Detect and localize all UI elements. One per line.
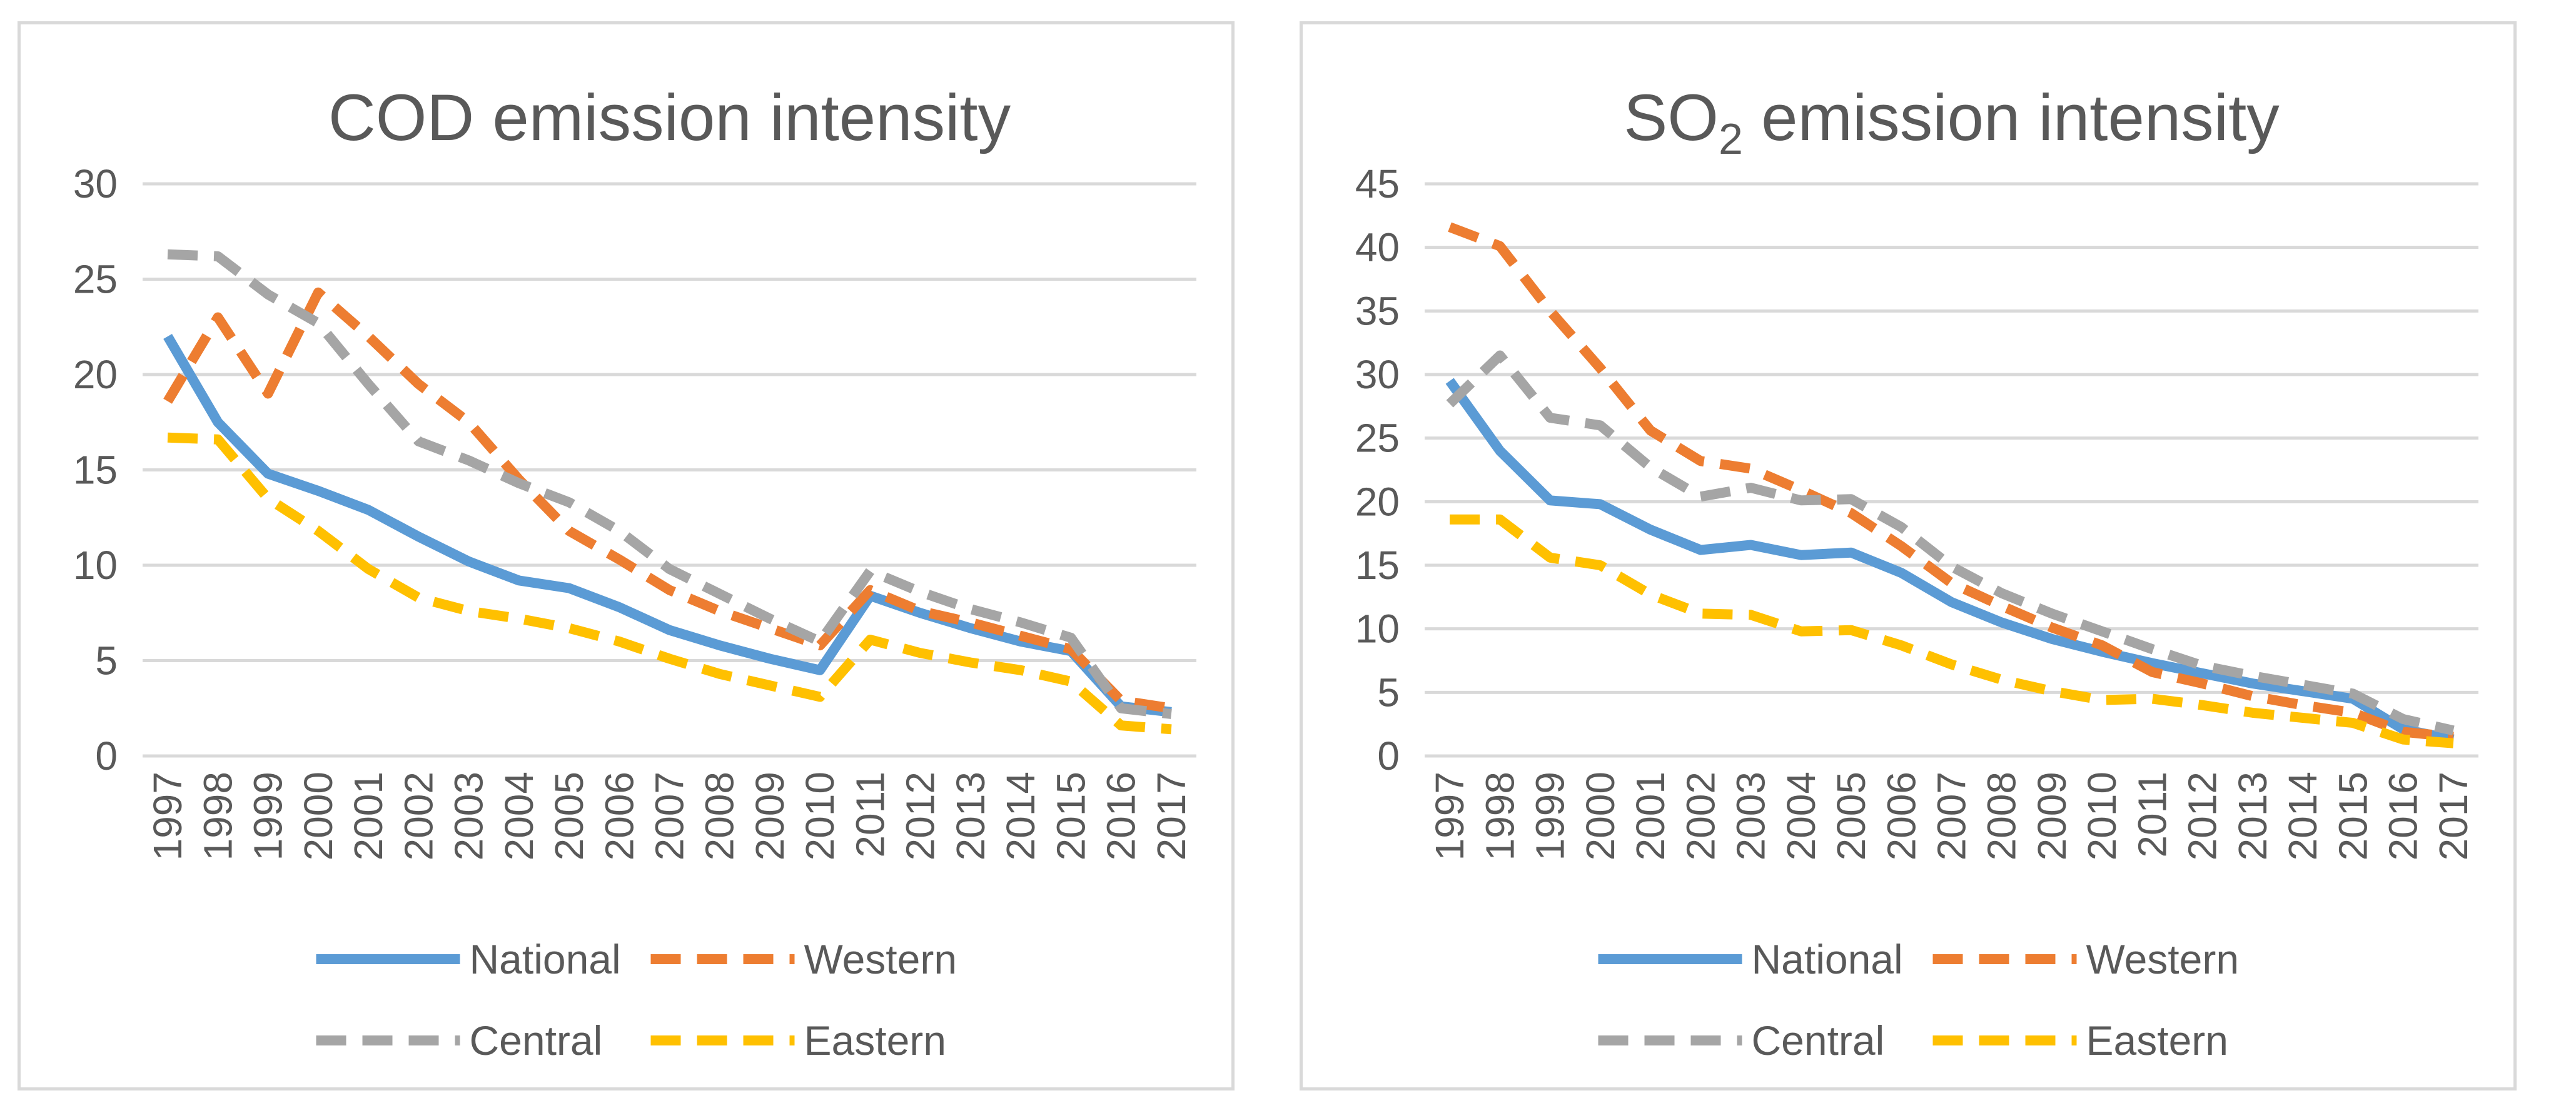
series-line-eastern	[167, 432, 1172, 735]
x-tick-label: 2001	[346, 772, 391, 860]
x-tick-label: 2011	[2129, 772, 2174, 858]
x-tick-label: 2000	[1578, 772, 1623, 860]
chart-legend: National Western Central Eastern	[316, 936, 957, 1064]
x-tick-label: 1999	[1528, 772, 1573, 860]
x-tick-label: 2009	[2029, 772, 2074, 860]
x-tick-label: 2015	[1048, 772, 1093, 860]
x-tick-label: 2006	[597, 772, 642, 860]
y-tick-label: 15	[73, 448, 118, 493]
legend-label-national: National	[470, 936, 621, 982]
x-tick-label: 2006	[1879, 772, 1924, 860]
x-tick-label: 2008	[697, 772, 742, 860]
x-tick-label: 2002	[396, 772, 441, 860]
legend-label-eastern: Eastern	[2086, 1017, 2228, 1064]
y-tick-label: 40	[1355, 225, 1400, 270]
legend-label-western: Western	[804, 936, 957, 982]
y-tick-label: 20	[1355, 479, 1400, 524]
chart-legend: National Western Central Eastern	[1598, 936, 2240, 1064]
x-tick-label: 2011	[847, 772, 892, 858]
y-tick-label: 0	[95, 733, 118, 778]
y-tick-label: 30	[1355, 352, 1400, 397]
x-tick-label: 1999	[246, 772, 291, 860]
y-tick-label: 30	[73, 161, 118, 206]
legend-label-central: Central	[1752, 1017, 1885, 1064]
x-tick-label: 2010	[797, 772, 842, 860]
x-tick-label: 2009	[747, 772, 792, 860]
x-tick-label: 2007	[1929, 772, 1974, 860]
y-tick-label: 10	[73, 543, 118, 588]
series-line-western	[1448, 222, 2454, 742]
y-tick-label: 35	[1355, 288, 1400, 333]
series-line-central	[167, 249, 1172, 719]
x-tick-label: 2012	[2180, 772, 2225, 860]
x-tick-label: 2008	[1979, 772, 2024, 860]
y-tick-label: 0	[1377, 733, 1400, 778]
chart-title-main: COD emission intensity	[328, 81, 1011, 154]
so2-chart: SO2 emission intensity 0 5 10 15 20 25 30 35 40 45…	[1355, 81, 2478, 1064]
y-tick-label: 5	[95, 638, 118, 683]
x-tick-label: 2004	[1779, 772, 1824, 860]
x-tick-label: 2017	[2431, 772, 2476, 860]
chart-title: COD emission intensity	[328, 81, 1011, 154]
x-tick-label: 2003	[1729, 772, 1774, 860]
x-tick-label: 2017	[1149, 772, 1194, 860]
chart-title-subscript: 2	[1719, 114, 1743, 163]
x-tick-label: 1998	[195, 772, 240, 860]
cod-chart-panel: COD emission intensity 0 5 10 15 20 25 30 1997 19…	[18, 21, 1235, 1090]
x-tick-label: 2000	[296, 772, 341, 860]
y-tick-label: 15	[1355, 543, 1400, 588]
x-tick-label: 2004	[497, 772, 542, 860]
y-tick-label: 5	[1377, 670, 1400, 715]
x-tick-label: 1997	[145, 772, 190, 860]
x-tick-label: 2007	[647, 772, 692, 860]
legend-label-central: Central	[470, 1017, 603, 1064]
series-line-western	[163, 287, 1173, 713]
y-tick-label: 25	[1355, 416, 1400, 461]
chart-title-main: SO	[1624, 81, 1719, 154]
x-tick-label: 2005	[1829, 772, 1874, 860]
series-line-eastern	[1450, 514, 2454, 748]
x-tick-label: 2015	[2330, 772, 2375, 860]
x-tick-label: 2013	[2230, 772, 2275, 860]
x-tick-label: 2016	[2381, 772, 2426, 860]
x-tick-label: 2001	[1628, 772, 1673, 860]
y-tick-label: 20	[73, 352, 118, 397]
x-tick-label: 2013	[948, 772, 993, 860]
y-tick-label: 25	[73, 257, 118, 302]
chart-title: SO2 emission intensity	[1624, 81, 2280, 163]
series-line-central	[1446, 350, 2455, 736]
x-tick-label: 1997	[1427, 772, 1472, 860]
x-tick-label: 2005	[547, 772, 592, 860]
x-tick-label: 2014	[2280, 772, 2325, 860]
y-tick-label: 45	[1355, 161, 1400, 206]
x-tick-label: 2002	[1678, 772, 1723, 860]
legend-label-national: National	[1752, 936, 1903, 982]
series-line-national	[1445, 378, 2455, 745]
x-tick-label: 2016	[1099, 772, 1144, 860]
x-tick-label: 1998	[1477, 772, 1522, 860]
series-line-national	[163, 333, 1172, 717]
chart-title-rest: emission intensity	[1743, 81, 2280, 154]
legend-label-western: Western	[2086, 936, 2240, 982]
x-tick-label: 2010	[2079, 772, 2124, 860]
x-tick-label: 2014	[998, 772, 1043, 860]
legend-label-eastern: Eastern	[804, 1017, 946, 1064]
y-tick-label: 10	[1355, 607, 1400, 652]
x-tick-label: 2003	[447, 772, 492, 860]
x-tick-label: 2012	[898, 772, 943, 860]
so2-chart-panel: SO2 emission intensity 0 5 10 15 20 25 30 35 40 45…	[1300, 21, 2517, 1090]
